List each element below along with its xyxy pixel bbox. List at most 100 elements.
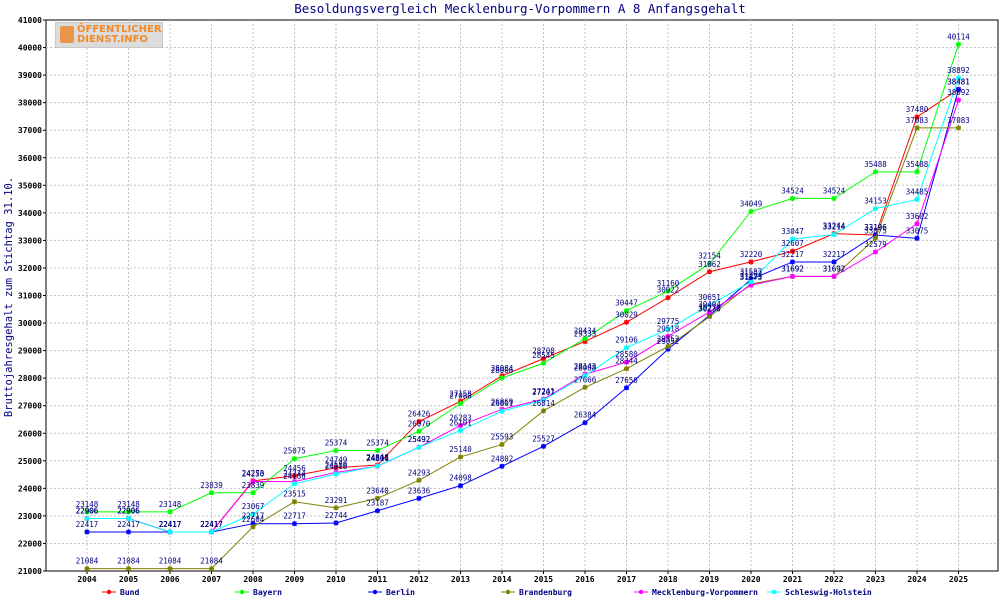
data-point: [209, 490, 214, 496]
data-label: 30279: [698, 303, 721, 312]
data-point: [416, 444, 422, 450]
data-point-stroke: [458, 428, 463, 433]
data-label: 26814: [532, 399, 555, 408]
data-point: [375, 447, 380, 453]
data-point-stroke: [416, 428, 422, 434]
data-point: [956, 41, 961, 47]
data-point: [126, 529, 131, 535]
data-label: 25374: [366, 438, 389, 447]
data-point-stroke: [209, 490, 214, 496]
data-label: 27666: [574, 375, 597, 384]
data-label: 31502: [740, 270, 763, 279]
data-label: 24293: [408, 468, 431, 477]
series-line-mecklenburg-vorpommern: [87, 99, 959, 533]
y-tick-label: 36000: [18, 154, 42, 163]
data-point-stroke: [250, 479, 256, 484]
data-label: 30230: [698, 305, 721, 314]
y-tick-label: 28000: [18, 374, 42, 383]
data-label: 27207: [532, 388, 555, 397]
data-point: [914, 125, 920, 131]
data-point: [665, 326, 671, 332]
data-point-stroke: [665, 295, 671, 301]
data-label: 22417: [159, 520, 182, 529]
data-point-stroke: [873, 249, 878, 255]
x-tick-label: 2005: [119, 575, 138, 584]
data-point-stroke: [873, 206, 878, 212]
data-point: [292, 499, 297, 505]
data-point-stroke: [541, 360, 546, 366]
x-tick-label: 2011: [368, 575, 387, 584]
series-line-schleswig-holstein: [87, 77, 959, 533]
data-label: 24244: [283, 470, 306, 479]
data-label: 29434: [574, 327, 597, 336]
data-point-stroke: [707, 309, 712, 315]
data-label: 31692: [781, 264, 804, 273]
data-point: [914, 169, 920, 175]
y-tick-label: 27000: [18, 402, 42, 411]
data-point-stroke: [707, 261, 712, 267]
data-point: [914, 196, 920, 202]
data-label: 33075: [906, 226, 929, 235]
data-point-stroke: [541, 397, 546, 403]
data-label: 25492: [408, 435, 431, 444]
data-point: [665, 295, 671, 301]
data-label: 31862: [698, 260, 721, 269]
data-label: 32217: [823, 250, 846, 259]
data-label: 31692: [823, 264, 846, 273]
data-label: 34485: [906, 187, 929, 196]
data-point: [541, 356, 546, 362]
data-point: [209, 529, 214, 535]
data-label: 30447: [615, 299, 638, 308]
data-point: [831, 195, 837, 201]
data-point: [416, 428, 422, 434]
data-label: 22417: [200, 520, 223, 529]
data-label: 30922: [657, 286, 680, 295]
data-label: 25140: [449, 445, 472, 454]
data-point: [790, 273, 795, 279]
site-logo: ÖFFENTLICHER DIENST.INFO: [55, 22, 163, 48]
data-point: [499, 441, 505, 447]
data-label: 28344: [615, 357, 638, 366]
data-label: 23839: [242, 481, 265, 490]
data-point: [333, 505, 339, 511]
data-point-stroke: [499, 408, 505, 414]
data-label: 38892: [947, 66, 970, 75]
data-label: 25593: [491, 432, 514, 441]
data-point: [292, 473, 297, 479]
data-point-stroke: [665, 343, 671, 349]
data-point-stroke: [790, 236, 795, 242]
data-label: 22417: [159, 520, 182, 529]
data-point: [665, 343, 671, 349]
data-point: [665, 333, 671, 339]
data-label: 22417: [200, 520, 223, 529]
data-point: [790, 248, 795, 254]
data-label: 29106: [615, 336, 638, 345]
data-point: [831, 259, 837, 265]
x-tick-label: 2006: [160, 575, 179, 584]
data-point-stroke: [375, 448, 380, 453]
data-label: 22906: [117, 506, 140, 515]
data-point-stroke: [416, 444, 422, 450]
data-point: [167, 566, 173, 572]
data-point: [873, 169, 878, 175]
chart-title: Besoldungsvergleich Mecklenburg-Vorpomme…: [294, 1, 746, 16]
data-point: [499, 408, 505, 414]
data-point: [375, 463, 380, 469]
y-tick-label: 32000: [18, 264, 42, 273]
data-point-stroke: [458, 401, 463, 406]
data-point-stroke: [707, 269, 712, 275]
data-point: [707, 261, 712, 267]
data-point: [956, 75, 961, 81]
data-label: 38092: [947, 88, 970, 97]
data-point: [790, 236, 795, 242]
data-point: [84, 566, 90, 572]
x-tick-label: 2025: [949, 575, 968, 584]
y-tick-label: 31000: [18, 292, 42, 301]
data-label: 24273: [242, 469, 265, 478]
data-point-stroke: [541, 443, 546, 449]
data-label: 23291: [325, 496, 348, 505]
data-point-stroke: [209, 566, 214, 572]
data-point: [582, 373, 588, 379]
data-label: 23148: [117, 500, 140, 509]
